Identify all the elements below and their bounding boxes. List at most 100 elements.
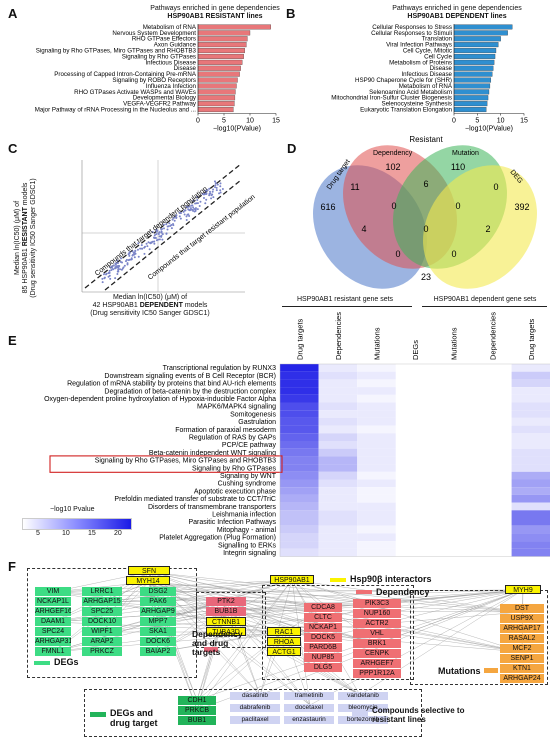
heatmap-cell <box>511 371 550 380</box>
scatter-point <box>216 183 219 186</box>
legend-hsp-swatch <box>330 578 346 582</box>
heatmap-cell <box>318 518 358 526</box>
heatmap-cell <box>473 371 512 380</box>
heatmap-cell <box>357 441 396 449</box>
gene-node-rac: RHOA <box>267 637 301 646</box>
gene-node-deg: ARHGAP9 <box>140 607 176 616</box>
gene-node-mutation: MCF2 <box>500 644 544 653</box>
heatmap-row-label: Regulation of RAS by GAPs <box>189 435 277 442</box>
scatter-point <box>130 258 133 261</box>
scatter-point <box>112 268 115 271</box>
scatter-point <box>192 199 195 202</box>
scatter-point <box>219 191 222 194</box>
legend-deg-drug-swatch <box>90 712 106 717</box>
scatter-point <box>117 265 120 268</box>
heatmap-row-label: Mitophagy - animal <box>217 527 277 534</box>
bar-label: Developmental Biology <box>133 95 197 102</box>
gene-node-dependency: ARHGEF7 <box>353 659 401 668</box>
heatmap-cell <box>318 364 358 372</box>
heatmap-cell <box>357 494 396 503</box>
c-xlabel-1: Median ln(IC50) (μM) of <box>112 294 188 301</box>
bar <box>453 83 491 89</box>
scatter-point <box>128 251 131 254</box>
compound-node: dasatinib <box>230 692 280 700</box>
heatmap-cell <box>511 410 550 418</box>
scatter-point <box>185 205 188 208</box>
bar-label: Selenocysteine Synthesis <box>381 101 452 108</box>
bar <box>453 77 492 83</box>
f-box-dep-drug <box>196 592 266 648</box>
scatter-point <box>109 277 112 280</box>
scatter-point <box>155 230 158 233</box>
venn-count-drug-deg: 0 <box>395 249 400 259</box>
heatmap-cell <box>357 548 396 557</box>
heatmap-cell <box>318 456 358 465</box>
panel-label-c: C <box>8 141 18 156</box>
bar-label: Influenza Infection <box>146 83 197 90</box>
scatter-point <box>192 209 195 212</box>
heatmap-cell <box>280 502 319 511</box>
legend-dep-drug-label: Dependency and drug targets <box>192 629 243 657</box>
heatmap-cell <box>511 425 550 434</box>
heatmap-cell <box>511 456 550 465</box>
bar <box>197 71 240 77</box>
heatmap-row-label: Platelet Aggregation (Plug Formation) <box>159 535 276 542</box>
heatmap-cell <box>395 510 435 518</box>
scatter-point <box>139 247 142 250</box>
heatmap-row-label: Downstream signaling events of B Cell Re… <box>104 373 276 380</box>
heatmap-cell <box>357 417 396 426</box>
scatter-point <box>152 236 155 239</box>
scatter-point <box>101 281 104 284</box>
scatter-point <box>111 266 114 269</box>
bar <box>453 59 495 65</box>
scatter-point <box>208 194 211 197</box>
gene-node-deg: LRRC1 <box>82 587 122 596</box>
panel-e-heatmap: Drug targets Dependencies Mutations DEGs Mut… <box>44 312 550 557</box>
network-edge <box>101 599 227 633</box>
venn-count-c1: 0 <box>391 201 396 211</box>
bar-label: Axon Guidance <box>154 42 197 49</box>
gene-node-dep-drug: PTK2 <box>206 597 246 606</box>
heatmap-cell <box>434 487 473 495</box>
heatmap-row-label: Somitogenesis <box>230 411 276 418</box>
heatmap-cell <box>357 518 396 526</box>
legend-dep-swatch <box>356 590 372 594</box>
gene-node-deg: PRKCZ <box>82 647 122 656</box>
legend-mut-swatch <box>484 668 498 673</box>
gene-node-mutation: DST <box>500 604 544 613</box>
scatter-point <box>147 241 150 244</box>
gene-node-deg: ARHGAP15 <box>82 597 122 606</box>
scatter-point <box>145 242 148 245</box>
heatmap-cell <box>511 464 550 472</box>
bar <box>197 24 271 30</box>
gene-node-deg: NCKAP1L <box>35 597 71 606</box>
venn-count-bottom: 23 <box>421 272 431 282</box>
heatmap-cell <box>318 371 358 380</box>
heatmap-cell <box>434 533 473 542</box>
bar-label: RHO GTPase Effectors <box>132 36 196 43</box>
heatmap-cell <box>357 487 396 495</box>
heatmap-cell <box>395 394 435 403</box>
heatmap-row-label: Disorders of transmembrane transporters <box>148 504 276 511</box>
scatter-point <box>134 252 137 255</box>
venn-count-dep-only: 102 <box>385 162 400 172</box>
scatter-point <box>114 277 117 280</box>
heatmap-cell <box>318 394 358 403</box>
scatter-point <box>194 207 197 210</box>
scatter-point <box>170 223 173 226</box>
heatmap-cell <box>280 379 319 388</box>
heatmap-cell <box>473 410 512 418</box>
bar-label: Signaling by Rho GTPases <box>122 53 196 60</box>
heatmap-cell <box>357 433 396 441</box>
heatmap-cell <box>473 548 512 557</box>
network-edge <box>376 589 524 605</box>
bar-label: Mitochondrial Iron-Sulfur Cluster Biogen… <box>331 95 452 102</box>
gene-node-dependency: BRK1 <box>353 639 401 648</box>
heatmap-row-label: Regulation of mRNA stability by proteins… <box>67 381 276 388</box>
gene-node-dependency: NUP85 <box>304 653 342 662</box>
gene-node-dependency: PPP1R12A <box>353 669 401 678</box>
scatter-point <box>196 208 199 211</box>
heatmap-cell <box>434 471 473 480</box>
c-ylabel-2a: 85 HSP90AB1 <box>22 246 29 294</box>
scatter-point <box>137 242 140 245</box>
